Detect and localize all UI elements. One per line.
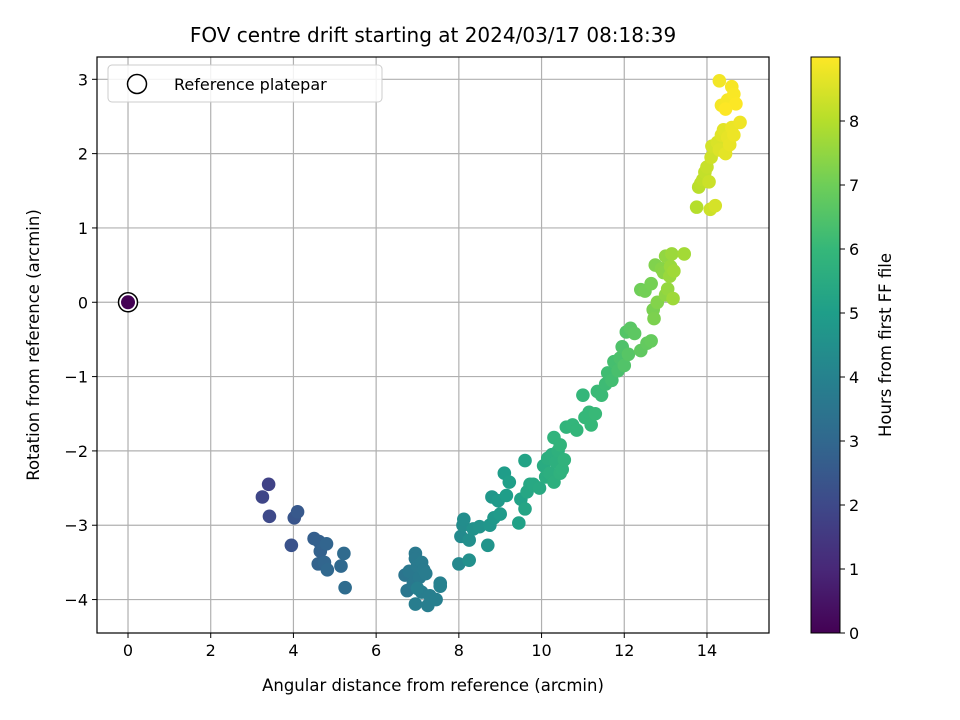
data-point <box>334 559 348 573</box>
data-point <box>617 358 632 373</box>
data-points <box>117 73 747 613</box>
colorbar-tick-label: 0 <box>849 624 859 643</box>
colorbar-tick-label: 3 <box>849 432 859 451</box>
data-point <box>627 326 642 341</box>
data-point <box>290 505 305 519</box>
data-point <box>718 102 733 116</box>
reference-point <box>121 295 136 310</box>
colorbar-tick-label: 2 <box>849 496 859 515</box>
data-point <box>605 373 619 388</box>
legend-box <box>107 64 383 103</box>
data-point <box>457 512 471 527</box>
data-point <box>712 73 727 88</box>
data-point <box>666 291 680 306</box>
data-point <box>665 247 679 261</box>
data-point <box>588 406 603 421</box>
data-point <box>644 334 658 348</box>
x-tick-label: 6 <box>371 641 381 660</box>
data-point <box>553 438 567 452</box>
data-point <box>576 388 590 402</box>
data-point <box>338 580 352 595</box>
data-point <box>557 453 572 467</box>
y-tick-label: 1 <box>78 219 88 238</box>
colorbar-tick-label: 7 <box>849 176 859 195</box>
x-axis-label: Angular distance from reference (arcmin) <box>262 676 604 695</box>
y-tick-label: 3 <box>78 70 88 89</box>
data-point <box>518 453 532 468</box>
y-tick-label: −1 <box>64 368 88 387</box>
data-point <box>594 388 609 402</box>
x-tick-label: 10 <box>531 641 551 660</box>
data-point <box>462 533 476 547</box>
colorbar-tick-label: 4 <box>849 368 859 387</box>
colorbar-label: Hours from first FF file <box>876 253 895 437</box>
data-point <box>320 563 335 577</box>
data-point <box>733 115 747 130</box>
data-point <box>433 579 448 593</box>
data-point <box>644 276 658 291</box>
data-point <box>569 423 584 437</box>
data-point <box>621 347 636 362</box>
legend: Reference platepar <box>107 64 383 103</box>
x-tick-label: 14 <box>697 641 717 660</box>
colorbar-tick-label: 1 <box>849 560 859 579</box>
data-point <box>512 516 526 530</box>
data-point <box>408 597 423 611</box>
x-tick-label: 4 <box>288 641 298 660</box>
y-axis-ticks: 3 2 1 0 −1 −2 −3 −4 <box>64 70 97 610</box>
data-point <box>689 200 704 214</box>
legend-marker <box>126 73 148 95</box>
x-tick-label: 8 <box>454 641 464 660</box>
data-point <box>584 418 598 432</box>
data-point <box>532 481 547 495</box>
data-point <box>472 519 487 534</box>
y-tick-label: 2 <box>78 145 88 164</box>
data-point <box>262 509 277 524</box>
data-point <box>727 128 741 142</box>
colorbar-tick-label: 5 <box>849 304 859 323</box>
plot-frame <box>96 56 770 634</box>
data-point <box>284 538 299 553</box>
x-tick-label: 0 <box>123 641 133 660</box>
colorbar-tick-label: 8 <box>849 112 859 131</box>
y-axis-label: Rotation from reference (arcmin) <box>24 209 43 481</box>
legend-entry: Reference platepar <box>174 75 327 94</box>
data-point <box>410 581 425 596</box>
chart-title: FOV centre drift starting at 2024/03/17 … <box>190 23 676 47</box>
y-tick-label: −4 <box>64 591 88 610</box>
data-point <box>255 490 270 504</box>
data-point <box>647 311 661 326</box>
data-point <box>677 247 692 261</box>
data-point <box>518 502 532 516</box>
colorbar-tick-label: 6 <box>849 240 859 259</box>
x-axis-ticks: 0 2 4 6 8 10 12 14 <box>123 633 717 660</box>
data-point <box>708 198 723 213</box>
data-point <box>729 97 743 111</box>
x-tick-label: 2 <box>206 641 216 660</box>
y-tick-label: 0 <box>78 293 88 312</box>
colorbar-ticks: 0 1 2 3 4 5 6 7 8 <box>840 112 859 643</box>
data-point <box>429 592 443 607</box>
data-point <box>502 475 517 489</box>
x-tick-label: 12 <box>614 641 634 660</box>
y-tick-label: −2 <box>64 442 88 461</box>
colorbar <box>810 56 841 634</box>
data-point <box>702 175 716 189</box>
data-point <box>493 507 508 521</box>
data-point <box>319 537 334 551</box>
data-point <box>337 546 351 561</box>
grid-lines <box>97 57 769 633</box>
data-point <box>480 538 495 553</box>
data-point <box>462 553 476 567</box>
data-point <box>418 566 433 581</box>
data-point <box>499 488 514 503</box>
data-point <box>261 477 276 492</box>
y-tick-label: −3 <box>64 516 88 535</box>
data-point <box>667 264 681 278</box>
data-point <box>452 557 466 571</box>
